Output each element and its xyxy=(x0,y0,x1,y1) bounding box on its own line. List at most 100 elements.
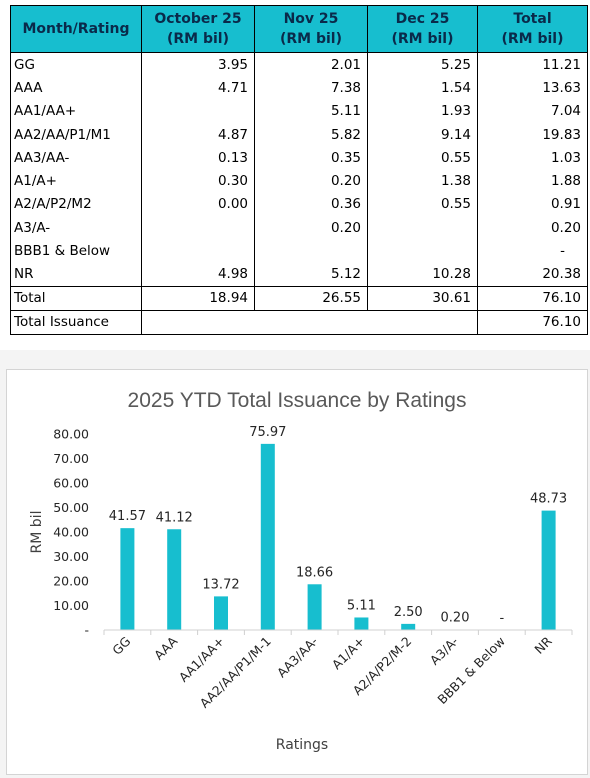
bar-2 xyxy=(214,596,228,630)
table-cell: 0.20 xyxy=(254,216,368,240)
table-cell: 0.00 xyxy=(141,192,255,217)
header-october: October 25 (RM bil) xyxy=(141,5,255,53)
table-cell: 13.63 xyxy=(477,76,588,100)
table-cell: 10.28 xyxy=(367,262,478,287)
data-label: 75.97 xyxy=(249,425,286,440)
y-tick-label: 40.00 xyxy=(53,525,89,540)
table-cell: 0.20 xyxy=(254,169,368,193)
data-label: 0.20 xyxy=(441,611,470,626)
total-cell: 26.55 xyxy=(254,285,368,311)
bar-0 xyxy=(120,528,135,630)
table-cell xyxy=(141,239,255,263)
header-dec: Dec 25 (RM bil) xyxy=(367,5,478,53)
total-cell: 76.10 xyxy=(477,285,588,311)
data-label: 5.11 xyxy=(347,598,376,613)
total-label: Total xyxy=(10,285,142,311)
total-issuance-empty xyxy=(141,310,478,335)
table-row-aa3: AA3/AA- 0.13 0.35 0.55 1.03 xyxy=(10,146,588,170)
row-label: AAA xyxy=(10,76,142,100)
table-cell: 4.71 xyxy=(141,76,255,100)
row-label: AA3/AA- xyxy=(10,146,142,170)
x-tick-label: A3/A- xyxy=(427,634,461,668)
y-tick-label: 70.00 xyxy=(53,451,89,466)
y-tick-label: - xyxy=(84,623,89,638)
y-tick-label: 80.00 xyxy=(53,427,89,442)
y-axis-label: RM bil xyxy=(29,511,45,554)
data-label: - xyxy=(499,611,504,626)
table-total-row: Total 18.94 26.55 30.61 76.10 xyxy=(10,285,588,311)
table-cell: 0.20 xyxy=(477,216,588,240)
table-cell: 2.01 xyxy=(254,52,368,77)
row-label: BBB1 & Below xyxy=(10,239,142,263)
bar-3 xyxy=(260,443,275,630)
bar-9 xyxy=(541,510,556,630)
table-row-gg: GG 3.95 2.01 5.25 11.21 xyxy=(10,52,588,77)
table-cell: 5.25 xyxy=(367,52,478,77)
table-cell: 7.38 xyxy=(254,76,368,100)
table-cell: 3.95 xyxy=(141,52,255,77)
table-cell xyxy=(141,99,255,123)
table-header-row: Month/Rating October 25 (RM bil) Nov 25 (R… xyxy=(10,5,588,53)
table-cell: 0.91 xyxy=(477,192,588,217)
table-cell: 0.13 xyxy=(141,146,255,170)
row-label: A1/A+ xyxy=(10,169,142,193)
table-cell: 11.21 xyxy=(477,52,588,77)
table-cell: 1.03 xyxy=(477,146,588,170)
row-label: AA1/AA+ xyxy=(10,99,142,123)
row-label: NR xyxy=(10,262,142,287)
y-tick-label: 20.00 xyxy=(53,574,89,589)
table-cell: 7.04 xyxy=(477,99,588,123)
table-row-a2: A2/A/P2/M2 0.00 0.36 0.55 0.91 xyxy=(10,192,588,217)
row-label: A3/A- xyxy=(10,216,142,240)
table-cell: 19.83 xyxy=(477,122,588,147)
table-cell xyxy=(367,216,478,240)
table-cell: 0.55 xyxy=(367,192,478,217)
x-tick-label: GG xyxy=(109,634,133,658)
bar-5 xyxy=(354,617,369,630)
data-label: 41.57 xyxy=(109,509,146,524)
table-cell xyxy=(367,239,478,263)
total-cell: 18.94 xyxy=(141,285,255,311)
table-row-aa1: AA1/AA+ 5.11 1.93 7.04 xyxy=(10,99,588,123)
y-tick-label: 30.00 xyxy=(53,549,89,564)
data-label: 2.50 xyxy=(394,605,423,620)
x-tick-label: NR xyxy=(531,633,555,657)
chart-area: 2025 YTD Total Issuance by Ratings - 10.00… xyxy=(6,369,588,775)
bar-4 xyxy=(307,584,322,630)
issuance-table: Month/Rating October 25 (RM bil) Nov 25 (R… xyxy=(10,5,588,335)
table-row-a3: A3/A- 0.20 0.20 xyxy=(10,216,588,240)
chart-title: 2025 YTD Total Issuance by Ratings xyxy=(128,389,467,412)
table-cell: 0.36 xyxy=(254,192,368,217)
bar-6 xyxy=(401,623,416,630)
table-cell: 5.82 xyxy=(254,122,368,147)
x-tick-label: AAA xyxy=(151,633,181,663)
table-row-aaa: AAA 4.71 7.38 1.54 13.63 xyxy=(10,76,588,100)
table-row-aa2: AA2/AA/P1/M1 4.87 5.82 9.14 19.83 xyxy=(10,122,588,147)
table-cell xyxy=(141,216,255,240)
table-cell: 1.88 xyxy=(477,169,588,193)
table-cell: 1.54 xyxy=(367,76,478,100)
y-tick-label: 50.00 xyxy=(53,500,89,515)
table-row-nr: NR 4.98 5.12 10.28 20.38 xyxy=(10,262,588,287)
table-cell: 5.12 xyxy=(254,262,368,287)
table-cell xyxy=(254,239,368,263)
header-month-rating: Month/Rating xyxy=(10,5,142,53)
table-cell: 1.38 xyxy=(367,169,478,193)
bar-chart: 2025 YTD Total Issuance by Ratings - 10.00… xyxy=(29,389,573,753)
table-cell: 4.98 xyxy=(141,262,255,287)
table-row-bbb1: BBB1 & Below - xyxy=(10,239,588,263)
row-label: GG xyxy=(10,52,142,77)
header-nov: Nov 25 (RM bil) xyxy=(254,5,368,53)
table-cell: 0.30 xyxy=(141,169,255,193)
header-total: Total (RM bil) xyxy=(477,5,588,53)
x-tick-label: A1/A+ xyxy=(329,634,368,673)
data-label: 48.73 xyxy=(530,492,567,507)
table-total-issuance-row: Total Issuance 76.10 xyxy=(10,310,588,335)
y-tick-label: 10.00 xyxy=(53,598,89,613)
table-cell: 0.55 xyxy=(367,146,478,170)
total-issuance-value: 76.10 xyxy=(477,310,588,335)
row-label: AA2/AA/P1/M1 xyxy=(10,122,142,147)
data-label: 13.72 xyxy=(202,577,239,592)
table-cell: 20.38 xyxy=(477,262,588,287)
table-cell: 0.35 xyxy=(254,146,368,170)
